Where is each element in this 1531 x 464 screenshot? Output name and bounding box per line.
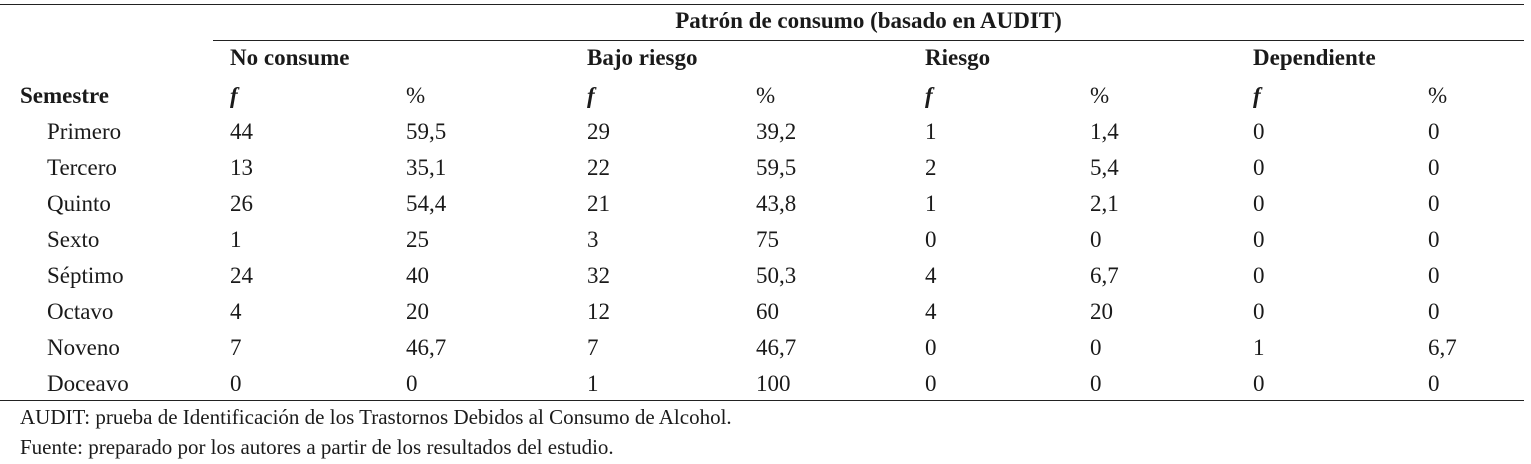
table-cell: 20: [406, 299, 429, 324]
row-label: Noveno: [47, 335, 120, 360]
subheader-percent: %: [756, 83, 776, 108]
table-cell: 12: [587, 299, 610, 324]
row-label: Octavo: [47, 299, 114, 324]
table-cell: 1: [1253, 335, 1265, 360]
table-cell: 7: [587, 335, 599, 360]
table-cell: 0: [1428, 119, 1440, 144]
table-cell: 59,5: [406, 119, 447, 144]
table-cell: 0: [1428, 263, 1440, 288]
table-cell: 0: [1090, 371, 1102, 396]
table-cell: 0: [406, 371, 418, 396]
table-cell: 1: [230, 227, 242, 252]
note-abbreviation: AUDIT: prueba de Identificación de los T…: [20, 405, 732, 429]
table-cell: 100: [756, 371, 791, 396]
table-cell: 1,4: [1090, 119, 1119, 144]
subheader-percent: %: [1090, 83, 1110, 108]
table-cell: 0: [1253, 227, 1265, 252]
table-cell: 2: [925, 155, 937, 180]
table-cell: 54,4: [406, 191, 447, 216]
group-header-riesgo: Riesgo: [925, 45, 991, 70]
group-header-no-consume: No consume: [230, 45, 350, 70]
subheader-percent: %: [406, 83, 426, 108]
table-cell: 43,8: [756, 191, 797, 216]
table-cell: 0: [1428, 155, 1440, 180]
subheader-frequency: f: [1253, 83, 1261, 108]
subheader-percent: %: [1428, 83, 1448, 108]
group-header-dependiente: Dependiente: [1253, 45, 1376, 70]
table-cell: 0: [1253, 371, 1265, 396]
table-cell: 24: [230, 263, 253, 288]
row-label: Sexto: [47, 227, 100, 252]
table-cell: 26: [230, 191, 253, 216]
table-cell: 0: [1253, 119, 1265, 144]
stub-header: Semestre: [20, 83, 109, 108]
row-label: Doceavo: [47, 371, 129, 396]
table-cell: 20: [1090, 299, 1113, 324]
table-cell: 0: [1428, 191, 1440, 216]
table-cell: 4: [925, 299, 937, 324]
table-cell: 1: [925, 191, 937, 216]
table-cell: 1: [925, 119, 937, 144]
bottom-rule: [0, 400, 1524, 401]
table-cell: 7: [230, 335, 242, 360]
spanner-header: Patrón de consumo (basado en AUDIT): [675, 8, 1062, 33]
table-cell: 46,7: [406, 335, 447, 360]
table-cell: 6,7: [1090, 263, 1119, 288]
table-cell: 0: [925, 371, 937, 396]
table-cell: 6,7: [1428, 335, 1457, 360]
table-cell: 0: [1090, 335, 1102, 360]
group-header-bajo-riesgo: Bajo riesgo: [587, 45, 698, 70]
row-label: Tercero: [47, 155, 117, 180]
table-cell: 0: [925, 227, 937, 252]
table-cell: 5,4: [1090, 155, 1119, 180]
table-cell: 4: [230, 299, 242, 324]
spanner-rule: [213, 40, 1524, 41]
table-cell: 21: [587, 191, 610, 216]
top-rule: [0, 4, 1524, 5]
table-cell: 0: [1090, 227, 1102, 252]
table-cell: 3: [587, 227, 599, 252]
table-cell: 0: [1253, 299, 1265, 324]
table-cell: 0: [230, 371, 242, 396]
note-source: Fuente: preparado por los autores a part…: [20, 435, 614, 459]
table-cell: 13: [230, 155, 253, 180]
table-cell: 35,1: [406, 155, 447, 180]
table-cell: 75: [756, 227, 779, 252]
table-cell: 0: [925, 335, 937, 360]
subheader-frequency: f: [230, 83, 238, 108]
table-cell: 40: [406, 263, 429, 288]
row-label: Quinto: [47, 191, 111, 216]
subheader-frequency: f: [925, 83, 933, 108]
table-cell: 0: [1428, 371, 1440, 396]
table-cell: 44: [230, 119, 253, 144]
row-label: Primero: [47, 119, 122, 144]
table-cell: 2,1: [1090, 191, 1119, 216]
table-cell: 0: [1428, 299, 1440, 324]
table-cell: 25: [406, 227, 429, 252]
table-cell: 50,3: [756, 263, 797, 288]
table-cell: 1: [587, 371, 599, 396]
table-cell: 32: [587, 263, 610, 288]
table-cell: 60: [756, 299, 779, 324]
table-cell: 39,2: [756, 119, 797, 144]
table-cell: 0: [1253, 155, 1265, 180]
row-label: Séptimo: [47, 263, 124, 288]
table-cell: 59,5: [756, 155, 797, 180]
table-cell: 0: [1428, 227, 1440, 252]
table-cell: 22: [587, 155, 610, 180]
table-cell: 4: [925, 263, 937, 288]
table-cell: 0: [1253, 191, 1265, 216]
subheader-frequency: f: [587, 83, 595, 108]
table-cell: 46,7: [756, 335, 797, 360]
table-cell: 29: [587, 119, 610, 144]
table-cell: 0: [1253, 263, 1265, 288]
